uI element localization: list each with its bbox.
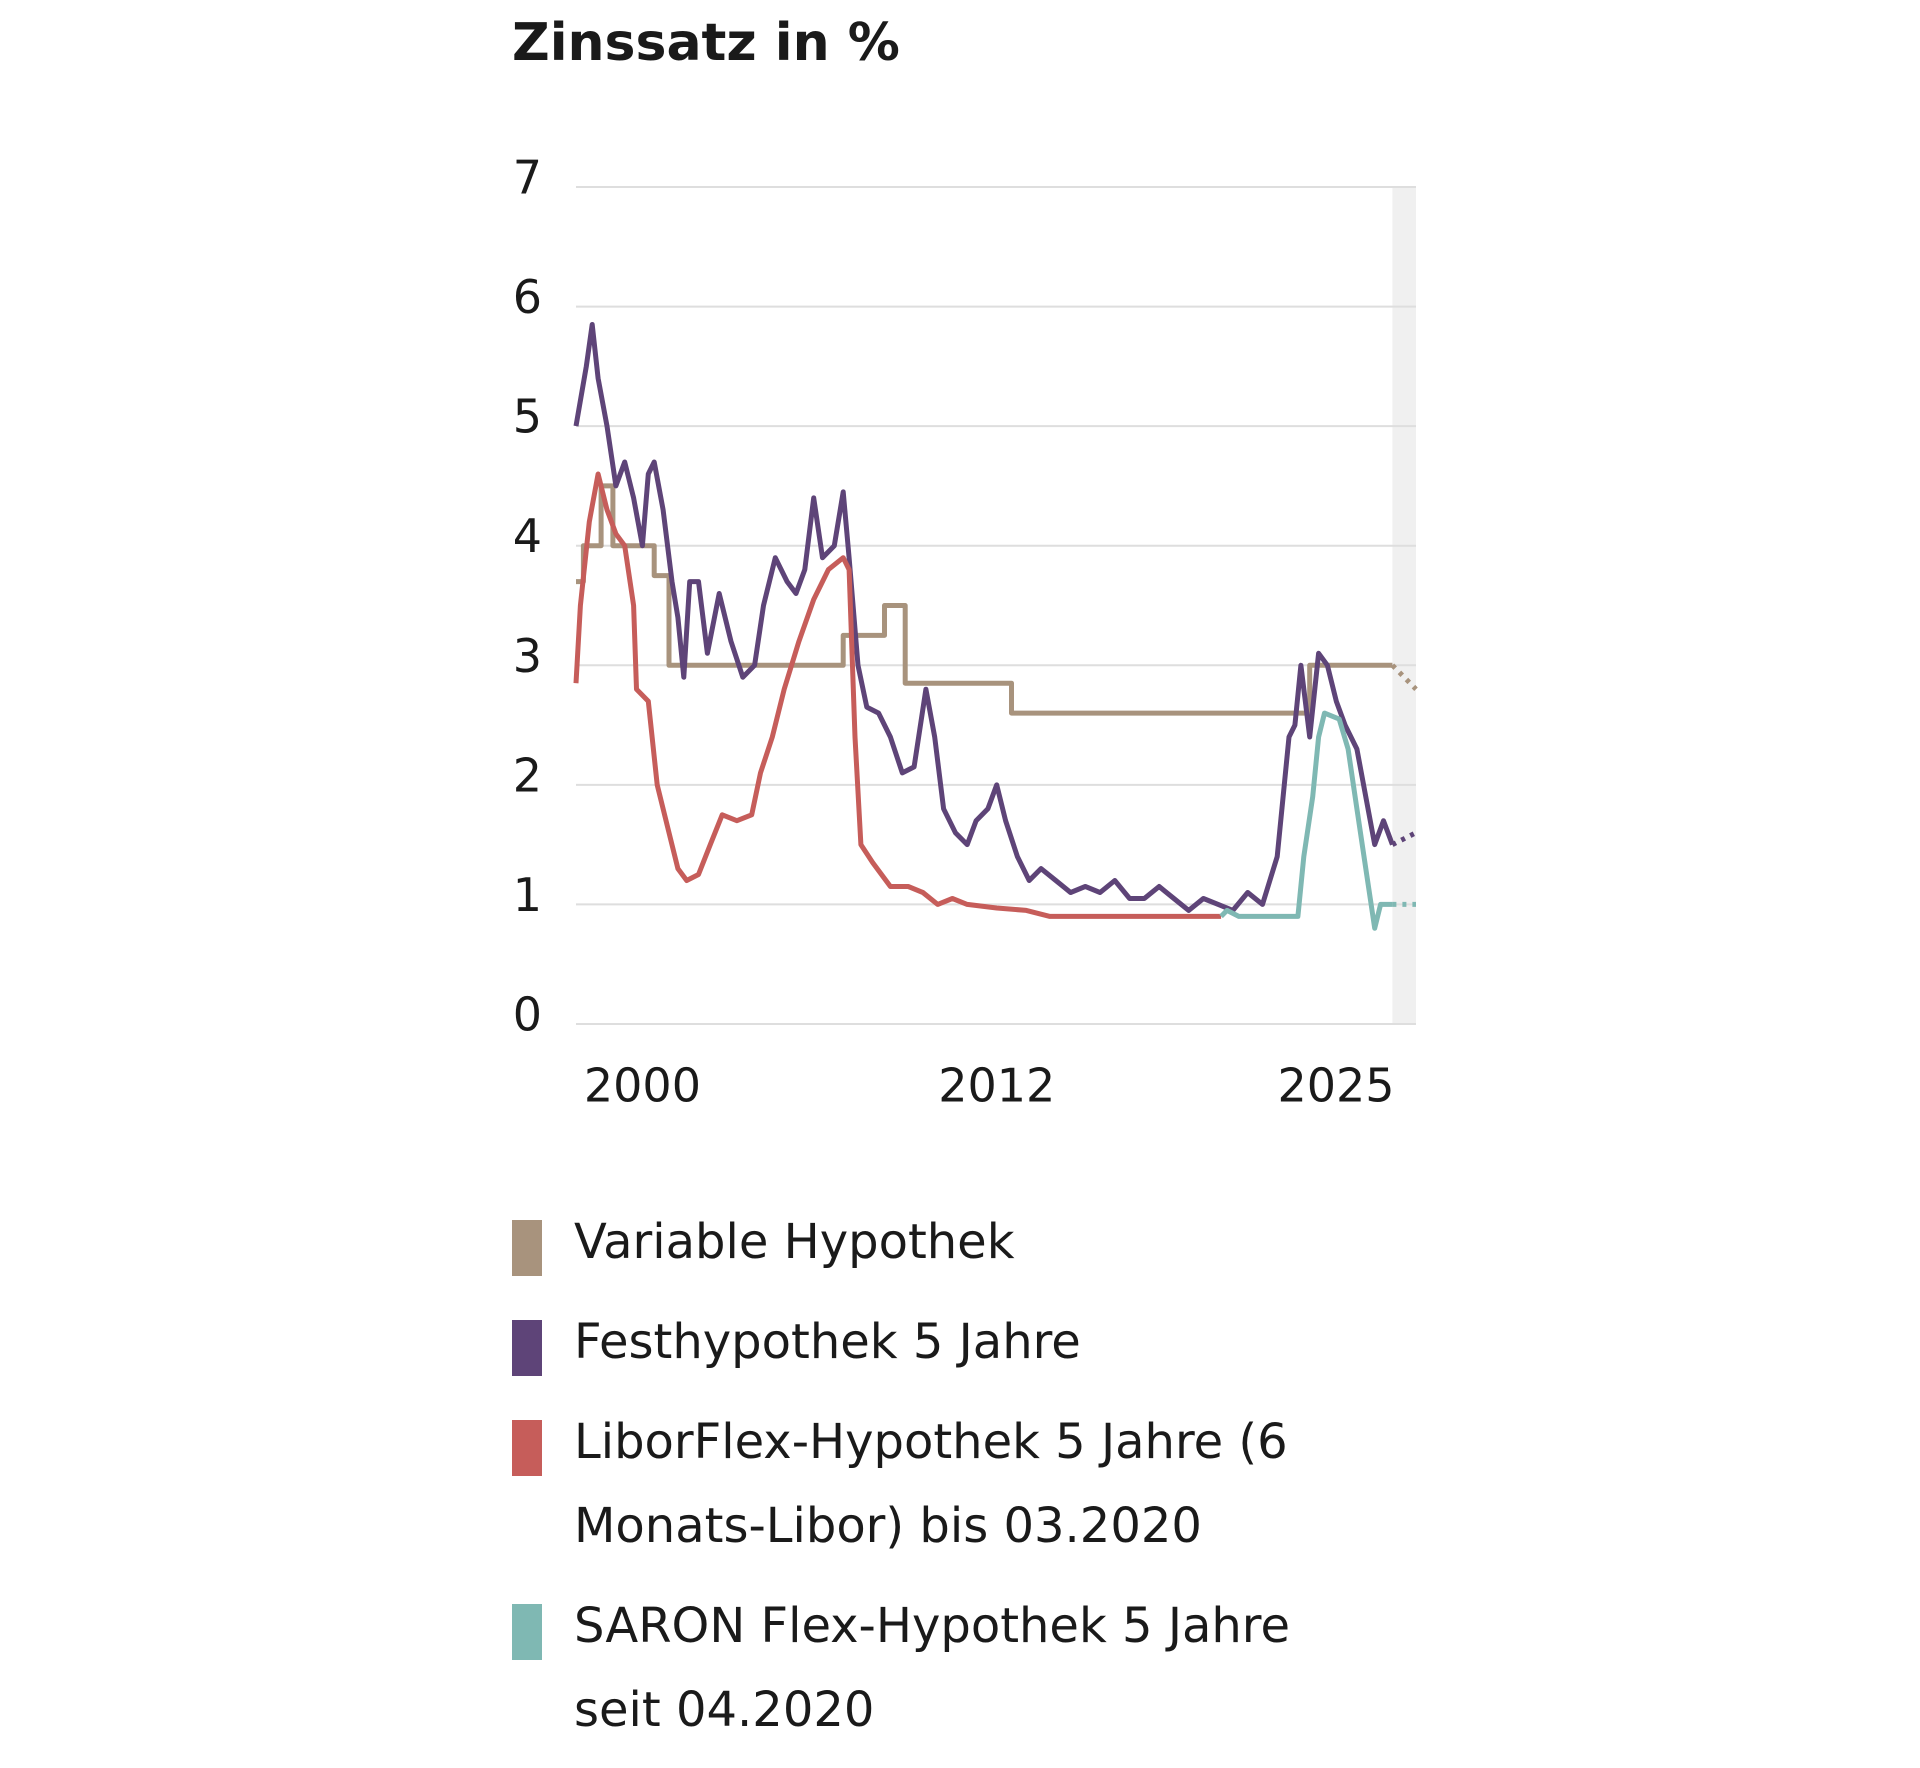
chart-title: Zinssatz in % [512, 13, 900, 73]
legend-swatch [512, 1220, 542, 1276]
y-tick-label: 4 [513, 509, 542, 563]
legend: Variable Hypothek Festhypothek 5 Jahre Lib… [512, 1200, 1332, 1768]
legend-label: Variable Hypothek [574, 1214, 1015, 1270]
legend-item: LiborFlex-Hypothek 5 Jahre (6 Monats-Lib… [512, 1400, 1332, 1568]
legend-swatch [512, 1420, 542, 1476]
x-tick-label: 2000 [584, 1059, 701, 1113]
legend-label: LiborFlex-Hypothek 5 Jahre (6 Monats-Lib… [574, 1414, 1288, 1554]
legend-label: SARON Flex-Hypothek 5 Jahre seit 04.2020 [574, 1598, 1291, 1738]
x-tick-label: 2012 [938, 1059, 1055, 1113]
y-tick-label: 3 [513, 629, 542, 683]
y-tick-label: 5 [513, 390, 542, 444]
y-tick-label: 1 [513, 868, 542, 922]
y-tick-label: 0 [513, 988, 542, 1042]
series-line [573, 322, 1395, 913]
series-line [573, 471, 1222, 919]
forecast-area [1392, 187, 1416, 1024]
chart: Zinssatz in % 0 1 2 3 4 5 6 7 2000 2012 2025 [512, 13, 1418, 1113]
series-line [1219, 710, 1393, 931]
legend-label: Festhypothek 5 Jahre [574, 1314, 1081, 1370]
y-tick-label: 2 [513, 748, 542, 802]
legend-swatch [512, 1604, 542, 1660]
legend-item: Variable Hypothek [512, 1200, 1332, 1284]
legend-item: Festhypothek 5 Jahre [512, 1300, 1332, 1384]
legend-swatch [512, 1320, 542, 1376]
x-tick-label: 2025 [1277, 1059, 1394, 1113]
forecast-line [1391, 830, 1418, 847]
y-tick-label: 7 [513, 151, 542, 205]
y-tick-label: 6 [513, 270, 542, 324]
legend-item: SARON Flex-Hypothek 5 Jahre seit 04.2020 [512, 1584, 1332, 1752]
